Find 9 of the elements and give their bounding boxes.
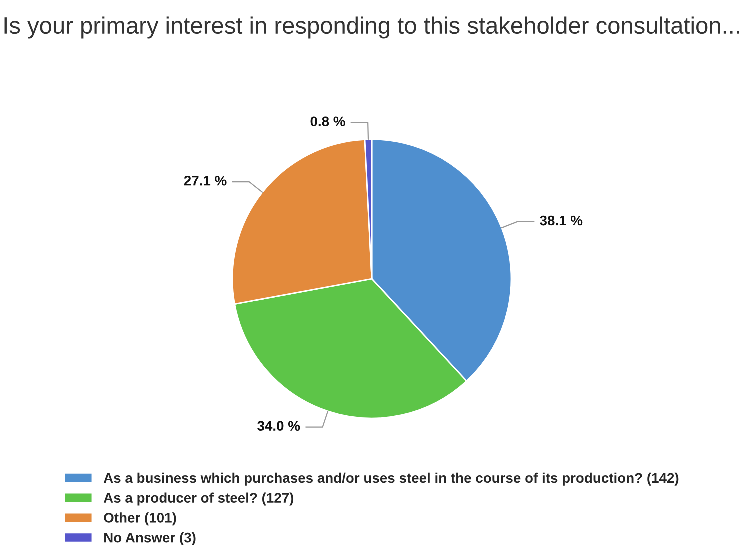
data-label: 38.1 % bbox=[540, 216, 583, 226]
data-label: 0.8 % bbox=[310, 116, 346, 127]
legend-label: No Answer (3) bbox=[104, 532, 196, 546]
data-label: 27.1 % bbox=[184, 176, 227, 186]
chart-title: Is your primary interest in responding to this stakeholder consultation... bbox=[4, 16, 740, 39]
legend-label: Other (101) bbox=[104, 512, 176, 526]
legend-label: As a business which purchases and/or uses steel in the course of its production? (142) bbox=[104, 472, 679, 486]
data-label: 34.0 % bbox=[258, 421, 300, 432]
legend-label: As a producer of steel? (127) bbox=[104, 492, 294, 506]
